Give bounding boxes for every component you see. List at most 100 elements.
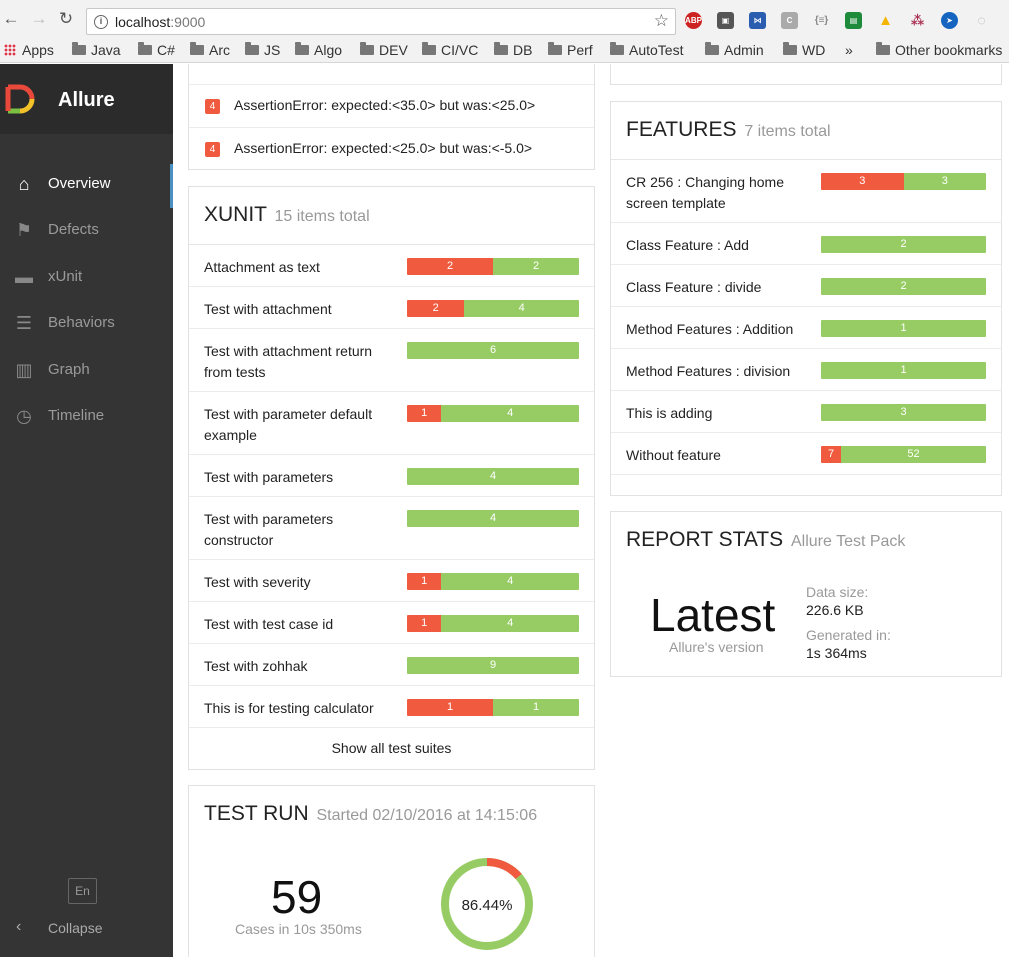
list-item[interactable]: Attachment as text 2 2	[189, 245, 594, 287]
cases-count: 59	[271, 871, 323, 923]
list-item[interactable]: Test with attachment return from tests 6	[189, 329, 594, 392]
browser-toolbar: ← → ↻ i localhost:9000 ☆ ABP ▣ ⋈ C {≡} ▤…	[0, 0, 1009, 38]
list-item[interactable]: Class Feature : Add 2	[611, 223, 1001, 265]
list-item[interactable]: Test with parameters 4	[189, 455, 594, 497]
drive-icon[interactable]: ▲	[878, 12, 893, 29]
item-name: Test with parameter default example	[204, 406, 373, 443]
extension-icon[interactable]: C	[781, 12, 798, 29]
bookmark-folder[interactable]: AutoTest	[610, 41, 683, 59]
bookmark-folder[interactable]: CI/VC	[422, 41, 478, 59]
donut-failed-arc	[441, 858, 533, 950]
sidebar-item-label: Behaviors	[48, 314, 115, 331]
bookmark-apps[interactable]: Apps	[4, 41, 54, 59]
success-rate-text: 86.44%	[462, 897, 513, 914]
bookmark-folder[interactable]: Admin	[705, 41, 764, 59]
passed-segment: 6	[407, 342, 579, 359]
passed-segment: 4	[441, 573, 579, 590]
language-button[interactable]: En	[68, 878, 97, 904]
adblock-icon[interactable]: ABP	[685, 12, 702, 29]
bookmark-folder[interactable]: DEV	[360, 41, 408, 59]
status-bar: 4	[407, 510, 579, 527]
bookmark-folder[interactable]: DB	[494, 41, 532, 59]
sidebar-item-overview[interactable]: ⌂ Overview	[0, 164, 173, 208]
list-item[interactable]: Test with test case id 1 4	[189, 602, 594, 644]
extension-icon[interactable]: ▣	[717, 12, 734, 29]
list-item[interactable]: This is adding 3	[611, 391, 1001, 433]
passed-segment: 9	[407, 657, 579, 674]
bookmark-folder[interactable]: Arc	[190, 41, 230, 59]
failed-segment: 7	[821, 446, 841, 463]
info-icon[interactable]: i	[94, 15, 108, 29]
sidebar-item-behaviors[interactable]: ☰ Behaviors	[0, 303, 173, 343]
extension-icon[interactable]: ⁂	[910, 13, 925, 28]
show-all-suites-link[interactable]: Show all test suites	[331, 740, 452, 756]
bookmark-folder[interactable]: Java	[72, 41, 121, 59]
extension-icon[interactable]: ➤	[941, 12, 958, 29]
list-item[interactable]: Test with severity 1 4	[189, 560, 594, 602]
more-bookmarks-button[interactable]: »	[845, 42, 853, 58]
bookmark-folder[interactable]: Perf	[548, 41, 593, 59]
bookmark-folder[interactable]: WD	[783, 41, 825, 59]
bookmark-folder[interactable]: JS	[245, 41, 280, 59]
features-panel: FEATURES 7 items total CR 256 : Changing…	[610, 101, 1002, 496]
list-item[interactable]: Test with attachment 2 4	[189, 287, 594, 329]
status-bar: 3	[821, 404, 986, 421]
item-name: Test with attachment return from tests	[204, 343, 373, 380]
address-bar[interactable]: i localhost:9000 ☆	[86, 8, 676, 35]
bookmark-folder[interactable]: C#	[138, 41, 175, 59]
forward-icon[interactable]: →	[30, 9, 48, 28]
list-item[interactable]: Method Features : division 1	[611, 349, 1001, 391]
collapse-button[interactable]: ‹ Collapse	[0, 916, 173, 940]
test-run-panel: TEST RUN Started 02/10/2016 at 14:15:06 …	[188, 785, 595, 957]
extension-icon[interactable]: ◌	[977, 12, 986, 28]
back-icon[interactable]: ←	[2, 9, 20, 28]
defect-row[interactable]: 4 AssertionError: expected:<35.0> but wa…	[189, 85, 594, 128]
sheets-extension-icon[interactable]: ▤	[845, 12, 862, 29]
item-name: CR 256 : Changing home screen template	[626, 174, 784, 211]
list-item[interactable]: Test with zohhak 9	[189, 644, 594, 686]
other-bookmarks[interactable]: Other bookmarks	[876, 41, 1009, 59]
status-bar: 6	[407, 342, 579, 359]
status-bar: 9	[407, 657, 579, 674]
item-name: Test with parameters constructor	[204, 511, 334, 548]
bookmark-folder[interactable]: Algo	[295, 41, 342, 59]
list-item[interactable]: Method Features : Addition 1	[611, 307, 1001, 349]
defect-message: AssertionError: expected:<35.0> but was:…	[234, 97, 536, 113]
passed-segment: 1	[821, 362, 986, 379]
folder-icon	[245, 42, 259, 55]
failed-segment: 2	[407, 300, 465, 317]
defect-row[interactable]: 4 AssertionError: expected:<25.0> but wa…	[189, 128, 594, 171]
sidebar-item-label: Overview	[48, 175, 111, 192]
failed-segment: 1	[407, 405, 442, 422]
xunit-title: XUNIT 15 items total	[189, 187, 594, 245]
item-name: This is for testing calculator	[204, 700, 374, 716]
sidebar-item-graph[interactable]: ▥ Graph	[0, 350, 173, 390]
list-item[interactable]: Test with parameter default example 1 4	[189, 392, 594, 455]
test-run-subtitle: Started 02/10/2016 at 14:15:06	[316, 807, 538, 824]
sidebar-item-xunit[interactable]: ▬ xUnit	[0, 257, 173, 297]
list-item[interactable]: Without feature 7 52	[611, 433, 1001, 475]
folder-icon	[610, 42, 624, 55]
report-stats-title: REPORT STATS Allure Test Pack	[626, 528, 906, 551]
apps-grid-icon	[4, 44, 16, 56]
item-name: Test with severity	[204, 574, 311, 590]
list-item[interactable]: This is for testing calculator 1 1	[189, 686, 594, 728]
sidebar-item-defects[interactable]: ⚑ Defects	[0, 210, 173, 250]
extension-icon[interactable]: ⋈	[749, 12, 766, 29]
url-text: localhost:9000	[115, 14, 206, 30]
list-item[interactable]: Class Feature : divide 2	[611, 265, 1001, 307]
sidebar-item-timeline[interactable]: ◷ Timeline	[0, 396, 173, 436]
folder-icon	[360, 42, 374, 55]
reload-icon[interactable]: ↻	[58, 9, 74, 28]
list-item[interactable]: Test with parameters constructor 4	[189, 497, 594, 560]
passed-segment: 4	[441, 405, 579, 422]
defect-count-badge: 4	[205, 99, 220, 114]
list-item[interactable]: CR 256 : Changing home screen template 3 3	[611, 160, 1001, 223]
brand-header[interactable]: Allure	[0, 64, 173, 134]
json-extension-icon[interactable]: {≡}	[814, 15, 829, 26]
bookmark-star-icon[interactable]: ☆	[653, 11, 669, 30]
item-name: Class Feature : divide	[626, 279, 762, 295]
